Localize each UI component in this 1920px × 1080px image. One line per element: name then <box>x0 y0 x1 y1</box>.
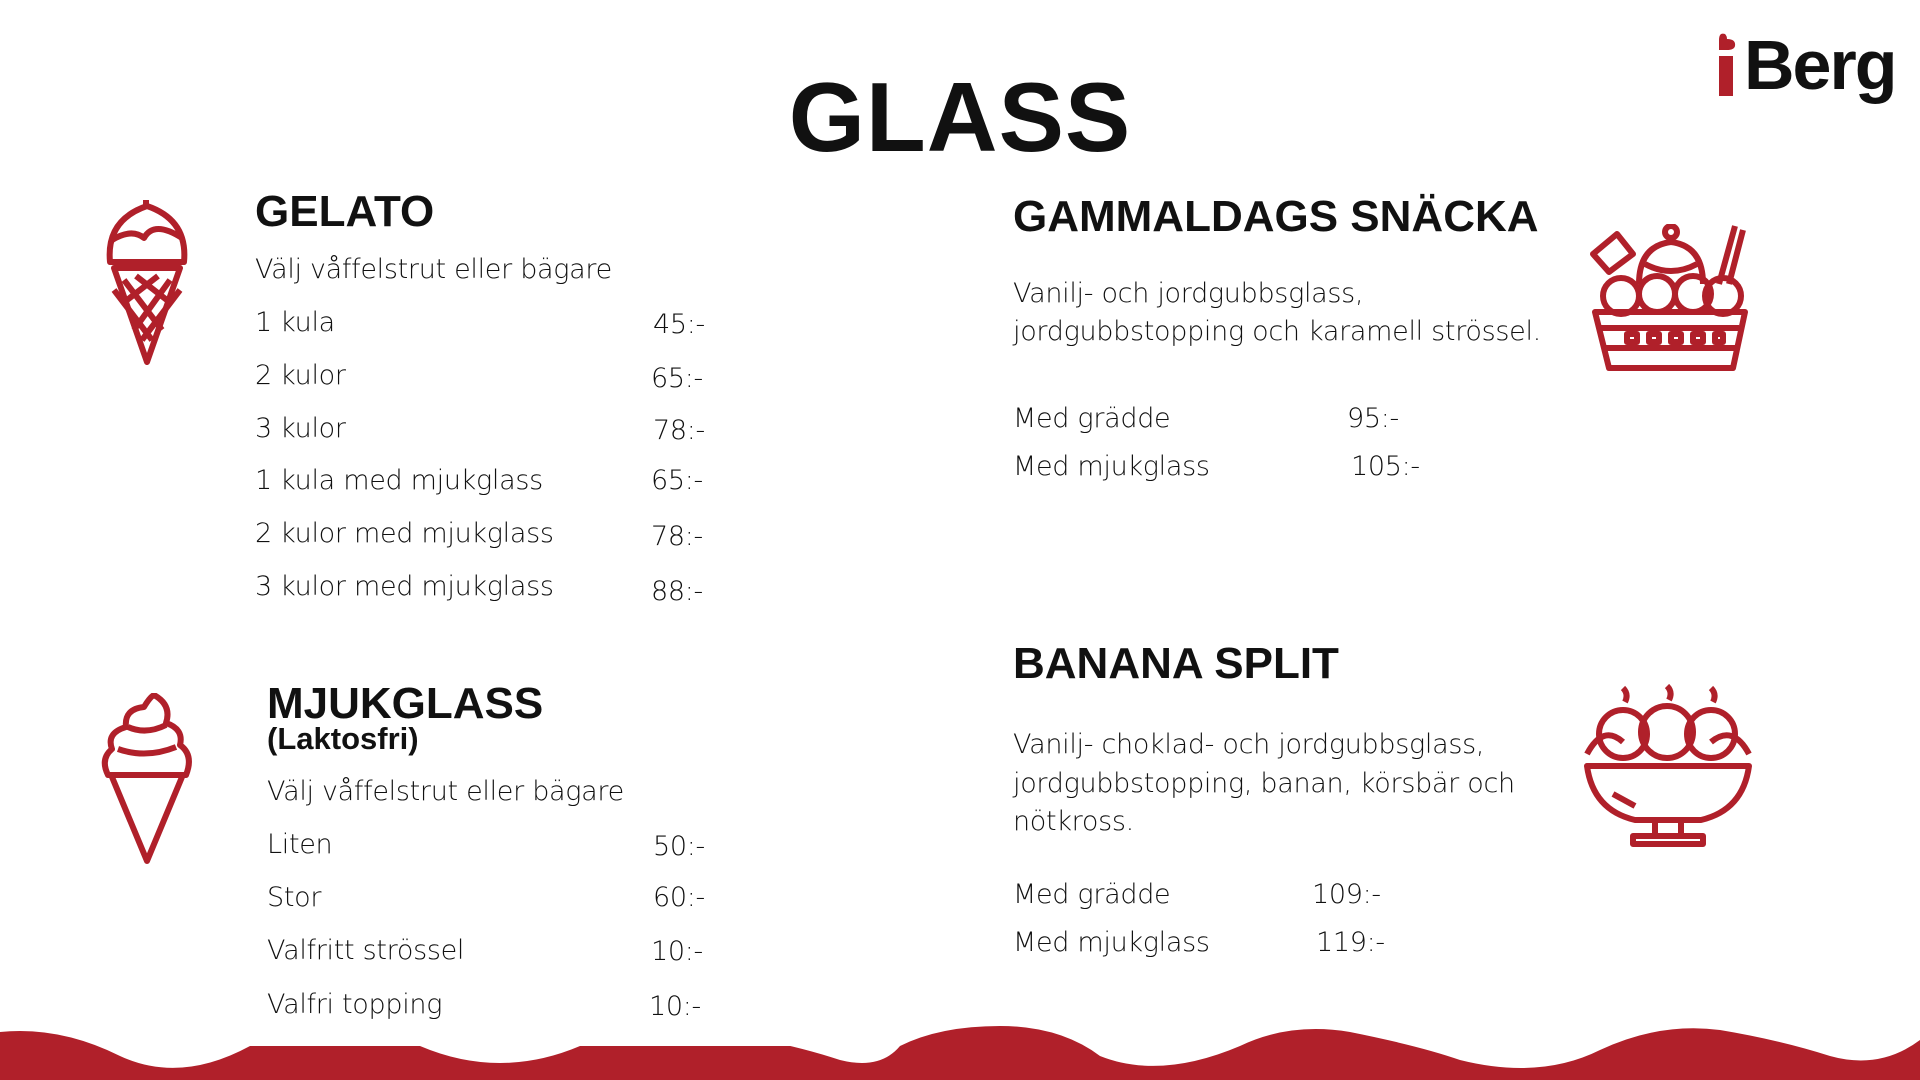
item-price: 78:- <box>653 415 705 446</box>
item-name: 1 kula med mjukglass <box>255 465 543 496</box>
item-price: 78:- <box>651 521 703 552</box>
item-name: Med mjukglass <box>1013 927 1210 958</box>
item-price: 95:- <box>1347 403 1399 434</box>
gammaldags-description-line: Vanilj- och jordgubbsglass, <box>1013 278 1364 309</box>
gelato-heading: GELATO <box>255 187 435 236</box>
banana-split-heading: BANANA SPLIT <box>1013 639 1339 688</box>
mjukglass-heading: MJUKGLASS <box>267 679 544 728</box>
item-price: 109:- <box>1312 879 1381 910</box>
item-name: Valfri topping <box>267 989 443 1020</box>
banana-split-description-line: Vanilj- choklad- och jordgubbsglass, <box>1013 729 1485 760</box>
banana-split-description-line: nötkross. <box>1013 806 1134 837</box>
gammaldags-heading: GAMMALDAGS SNÄCKA <box>1013 192 1539 241</box>
page-title: GLASS <box>788 62 1132 172</box>
item-name: 2 kulor <box>255 360 346 391</box>
item-name: Liten <box>267 829 333 860</box>
item-name: 2 kulor med mjukglass <box>255 518 554 549</box>
mjukglass-note: Välj våffelstrut eller bägare <box>267 776 624 807</box>
item-name: Med mjukglass <box>1013 451 1210 482</box>
item-price: 60:- <box>653 882 705 913</box>
banana-split-description-line: jordgubbstopping, banan, körsbär och <box>1013 768 1515 799</box>
item-price: 65:- <box>651 363 703 394</box>
logo-text: Berg <box>1744 26 1897 104</box>
item-price: 50:- <box>653 831 705 862</box>
item-name: Med grädde <box>1013 403 1171 434</box>
banana-split-bowl-icon <box>1584 684 1752 847</box>
item-name: 3 kulor <box>255 413 346 444</box>
item-price: 119:- <box>1316 927 1385 958</box>
gelato-note: Välj våffelstrut eller bägare <box>255 254 612 285</box>
item-price: 105:- <box>1351 451 1420 482</box>
item-price: 45:- <box>653 309 705 340</box>
item-price: 10:- <box>651 936 703 967</box>
gammaldags-description-line: jordgubbstopping och karamell strössel. <box>1013 316 1541 347</box>
mjukglass-subheading: (Laktosfri) <box>267 721 419 756</box>
item-price: 10:- <box>649 991 701 1022</box>
item-name: Med grädde <box>1013 879 1171 910</box>
ice-cream-cone-scoop-icon <box>106 200 188 365</box>
item-price: 88:- <box>651 576 703 607</box>
bottom-wave-decoration <box>0 1026 1920 1080</box>
soft-serve-cone-icon <box>101 693 192 864</box>
item-name: 1 kula <box>255 307 335 338</box>
item-name: 3 kulor med mjukglass <box>255 571 554 602</box>
sundae-basket-icon <box>1590 224 1748 371</box>
item-price: 65:- <box>651 465 703 496</box>
heart-i-icon <box>1719 33 1736 96</box>
item-name: Valfritt strössel <box>267 935 465 966</box>
item-name: Stor <box>267 882 322 913</box>
